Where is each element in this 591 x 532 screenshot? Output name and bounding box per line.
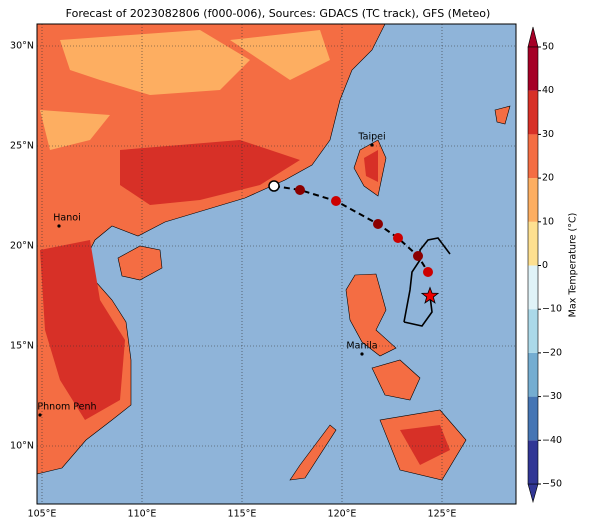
storm-symbol	[331, 196, 341, 206]
land	[36, 23, 511, 481]
x-tick-label: 120°E	[328, 509, 357, 520]
colorbar-tick-label: −30	[542, 391, 562, 402]
storm-symbol	[423, 267, 433, 277]
map-frame	[36, 23, 517, 505]
colorbar-band	[528, 134, 538, 179]
x-tick-label: 125°E	[428, 509, 457, 520]
city-label: Phnom Penh	[37, 402, 96, 413]
colorbar-band	[528, 90, 538, 135]
colorbar-tick-label: 50	[542, 42, 554, 53]
city-dot	[57, 224, 61, 228]
colorbar-band	[528, 47, 538, 91]
y-tick-label: 15°N	[10, 341, 34, 352]
storm-symbol	[413, 251, 423, 261]
y-tick-label: 20°N	[10, 241, 34, 252]
colorbar-tick-label: −40	[542, 435, 562, 446]
colorbar-band	[528, 309, 538, 353]
city-label: Manila	[346, 341, 377, 352]
x-tick-label: 105°E	[28, 509, 57, 520]
y-tick-label: 10°N	[10, 441, 34, 452]
colorbar-label: Max Temperature (°C)	[568, 213, 579, 318]
city-dot	[38, 413, 42, 417]
colorbar-tick-label: 0	[542, 260, 548, 271]
colorbar-extend-high	[527, 26, 539, 48]
colorbar-tick-label: −20	[542, 347, 562, 358]
x-tick-label: 115°E	[228, 509, 257, 520]
city-dot	[370, 143, 374, 147]
city-dot	[360, 352, 364, 356]
colorbar-tick-label: 20	[542, 173, 554, 184]
colorbar-band	[528, 221, 538, 266]
storm-symbol	[268, 180, 280, 192]
y-tick-label: 25°N	[10, 141, 34, 152]
storm-symbol	[295, 185, 305, 195]
storm-symbol	[393, 233, 403, 243]
colorbar-tick-label: 10	[542, 216, 554, 227]
colorbar-band	[528, 352, 538, 397]
x-tick-label: 110°E	[128, 509, 157, 520]
colorbar-band	[528, 396, 538, 441]
current-position	[420, 286, 440, 304]
colorbar-band	[528, 178, 538, 222]
storm-symbol	[373, 219, 383, 229]
chart-title: Forecast of 2023082806 (f000-006), Sourc…	[66, 7, 491, 20]
colorbar-band	[528, 265, 538, 310]
y-tick-label: 30°N	[10, 41, 34, 52]
colorbar-tick-label: 40	[542, 85, 554, 96]
colorbar-tick-label: −10	[542, 304, 562, 315]
colorbar-band	[528, 440, 538, 484]
colorbar-extend-low	[527, 483, 539, 504]
city-label: Taipei	[357, 132, 385, 143]
colorbar-tick-label: −50	[542, 479, 562, 490]
city-label: Hanoi	[53, 213, 80, 224]
colorbar-tick-label: 30	[542, 129, 554, 140]
